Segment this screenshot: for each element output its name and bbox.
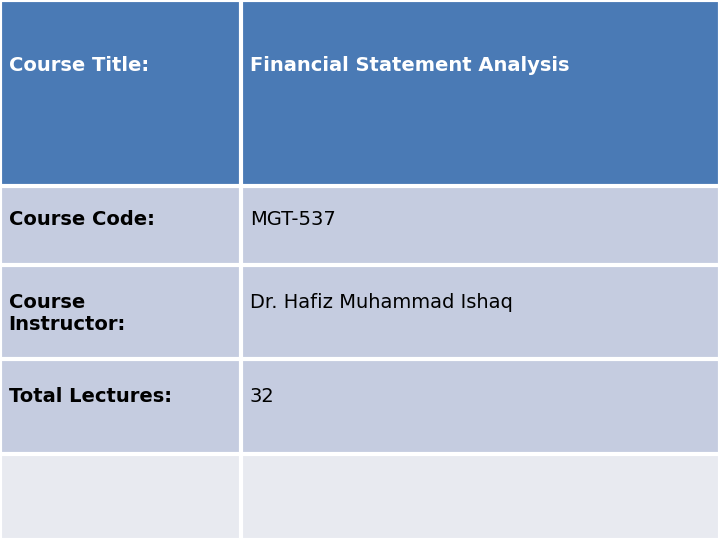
Bar — [0, 0, 241, 186]
Bar — [241, 359, 720, 454]
Text: Course Title:: Course Title: — [9, 56, 149, 75]
Bar — [241, 186, 720, 265]
Text: MGT-537: MGT-537 — [250, 210, 336, 229]
Bar — [241, 265, 720, 359]
Bar — [241, 0, 720, 186]
Text: Total Lectures:: Total Lectures: — [9, 388, 171, 407]
Text: Course
Instructor:: Course Instructor: — [9, 293, 126, 334]
Bar — [0, 186, 241, 265]
Bar — [0, 359, 241, 454]
Bar — [0, 265, 241, 359]
Bar — [241, 454, 720, 540]
Text: Dr. Hafiz Muhammad Ishaq: Dr. Hafiz Muhammad Ishaq — [250, 293, 513, 312]
Text: Course Code:: Course Code: — [9, 210, 155, 229]
Text: Financial Statement Analysis: Financial Statement Analysis — [250, 56, 570, 75]
Text: 32: 32 — [250, 388, 274, 407]
Bar — [0, 454, 241, 540]
